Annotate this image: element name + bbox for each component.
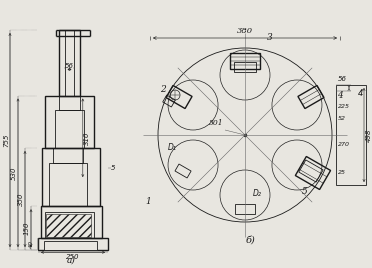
Text: 270: 270: [338, 143, 350, 147]
Text: 350: 350: [18, 192, 24, 206]
Text: 25: 25: [338, 170, 346, 176]
Bar: [41, 206, 102, 238]
Bar: [45, 212, 94, 238]
Bar: [42, 148, 100, 206]
Text: D₁: D₁: [167, 143, 176, 151]
Text: 5: 5: [111, 165, 115, 172]
Bar: [59, 30, 80, 96]
Bar: [336, 85, 366, 185]
Bar: [46, 214, 91, 237]
Text: 310: 310: [84, 131, 90, 144]
Bar: [65, 30, 74, 96]
Text: 3: 3: [267, 33, 273, 42]
Text: 5: 5: [302, 187, 307, 196]
Text: 56: 56: [338, 76, 347, 82]
Text: 2: 2: [160, 85, 166, 94]
Text: 530: 530: [11, 166, 17, 180]
Bar: [38, 238, 108, 250]
Text: D₂: D₂: [253, 189, 262, 199]
Text: 150: 150: [24, 221, 30, 235]
Text: 498: 498: [366, 128, 372, 142]
Bar: [55, 110, 84, 148]
Text: 380: 380: [237, 27, 253, 35]
Text: 1: 1: [145, 198, 151, 207]
Text: 4: 4: [358, 88, 363, 98]
Bar: [44, 241, 97, 250]
Text: 225: 225: [338, 105, 350, 110]
Bar: [45, 96, 94, 148]
Text: 40: 40: [29, 240, 34, 248]
Text: 56: 56: [65, 63, 74, 69]
Text: 52: 52: [338, 117, 346, 121]
Text: 501: 501: [208, 119, 223, 127]
Text: a): a): [67, 256, 76, 265]
Text: б): б): [245, 236, 255, 245]
Text: 755: 755: [3, 133, 9, 147]
Text: 4: 4: [337, 91, 343, 100]
Bar: [59, 96, 80, 110]
Bar: [54, 148, 83, 163]
Text: 250: 250: [66, 254, 80, 260]
Bar: [49, 163, 87, 206]
